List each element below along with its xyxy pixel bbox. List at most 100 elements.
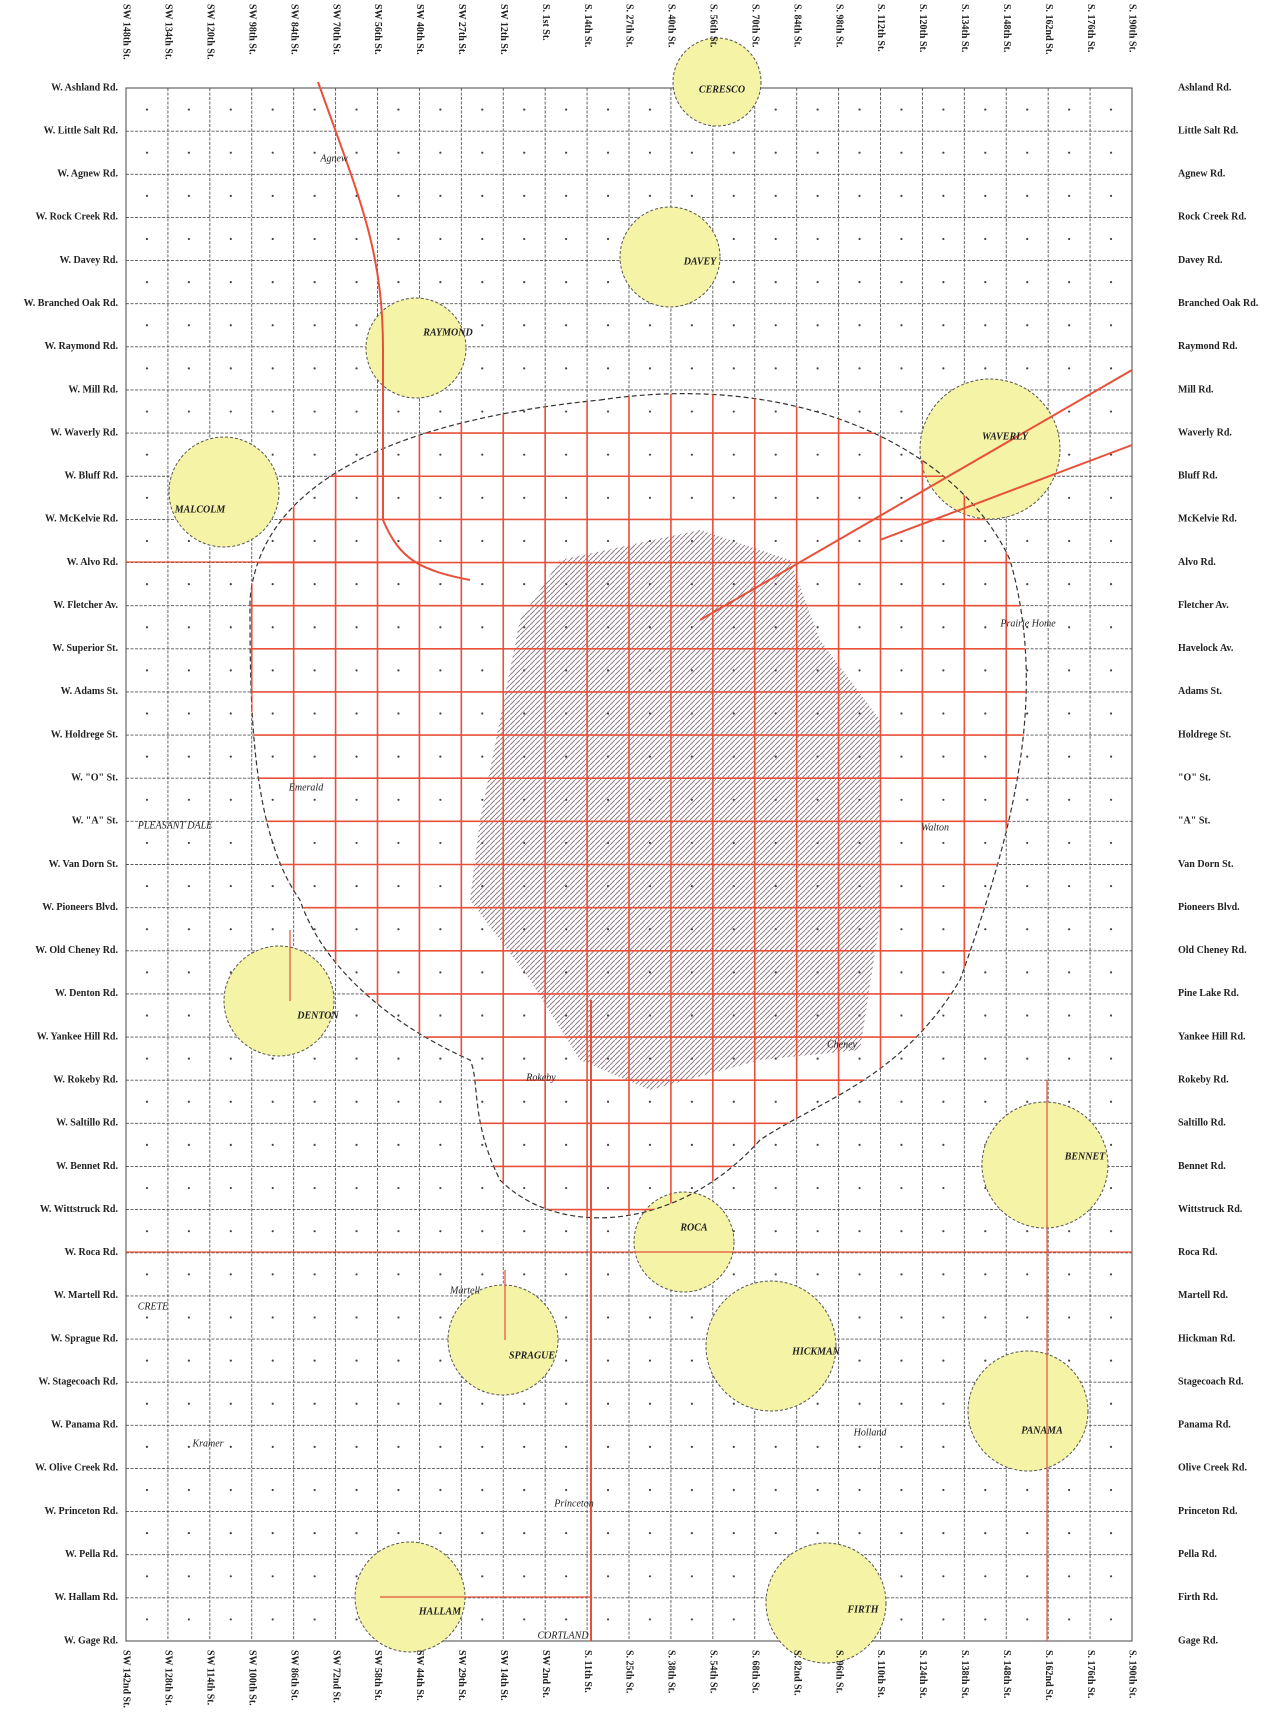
section-mark (900, 324, 902, 326)
road-label: Wittstruck Rd. (1178, 1204, 1243, 1215)
section-mark (565, 1273, 567, 1275)
section-mark (439, 971, 441, 973)
section-mark (230, 626, 232, 628)
section-mark (649, 324, 651, 326)
section-mark (314, 1532, 316, 1534)
section-mark (900, 842, 902, 844)
section-mark (230, 410, 232, 412)
section-mark (691, 1144, 693, 1146)
section-mark (649, 1144, 651, 1146)
road-label: Fletcher Av. (1178, 600, 1229, 611)
street-label: SW 86th St. (288, 1650, 299, 1701)
section-mark (942, 1058, 944, 1060)
section-mark (1026, 152, 1028, 154)
section-mark (900, 1618, 902, 1620)
section-mark (439, 712, 441, 714)
section-mark (146, 1359, 148, 1361)
section-mark (146, 1187, 148, 1189)
section-mark (942, 281, 944, 283)
section-mark (607, 195, 609, 197)
street-label: SW 98th St. (246, 4, 257, 55)
section-mark (146, 454, 148, 456)
section-mark (1110, 1359, 1112, 1361)
section-mark (314, 1187, 316, 1189)
section-mark (691, 1618, 693, 1620)
section-mark (230, 1058, 232, 1060)
section-mark (188, 971, 190, 973)
section-mark (1110, 540, 1112, 542)
section-mark (775, 1489, 777, 1491)
section-mark (355, 756, 357, 758)
section-mark (1110, 324, 1112, 326)
road-label: Holdrege St. (1178, 729, 1232, 740)
section-mark (858, 583, 860, 585)
section-mark (775, 1187, 777, 1189)
section-mark (439, 1489, 441, 1491)
section-mark (397, 540, 399, 542)
section-mark (1026, 1058, 1028, 1060)
section-mark (900, 885, 902, 887)
section-mark (900, 971, 902, 973)
section-mark (1068, 1058, 1070, 1060)
street-label: SW 70th St. (330, 4, 341, 55)
section-mark (272, 324, 274, 326)
section-mark (314, 756, 316, 758)
section-mark (272, 238, 274, 240)
section-mark (188, 108, 190, 110)
road-label: Gage Rd. (1178, 1635, 1219, 1646)
section-mark (397, 152, 399, 154)
section-mark (1110, 583, 1112, 585)
section-mark (858, 1316, 860, 1318)
road-label: W. Little Salt Rd. (44, 125, 119, 136)
section-mark (272, 1446, 274, 1448)
place-label: Cheney (827, 1039, 858, 1050)
section-mark (523, 540, 525, 542)
section-mark (146, 1144, 148, 1146)
section-mark (565, 108, 567, 110)
section-mark (355, 367, 357, 369)
section-mark (314, 712, 316, 714)
section-mark (1110, 885, 1112, 887)
section-mark (900, 1575, 902, 1577)
section-mark (942, 540, 944, 542)
section-mark (775, 540, 777, 542)
section-mark (272, 1403, 274, 1405)
section-mark (439, 1058, 441, 1060)
road-label: Pine Lake Rd. (1178, 988, 1239, 999)
street-label: S. 162nd St. (1043, 4, 1054, 55)
section-mark (942, 1359, 944, 1361)
section-mark (1026, 195, 1028, 197)
section-mark (900, 1230, 902, 1232)
street-label: SW 148th St. (121, 4, 132, 60)
section-mark (523, 367, 525, 369)
section-mark (481, 1575, 483, 1577)
section-mark (1068, 669, 1070, 671)
section-mark (523, 583, 525, 585)
section-mark (146, 1446, 148, 1448)
section-mark (817, 454, 819, 456)
road-label: Adams St. (1178, 686, 1222, 697)
section-mark (1026, 1575, 1028, 1577)
section-mark (481, 712, 483, 714)
section-mark (1068, 238, 1070, 240)
section-mark (314, 885, 316, 887)
section-mark (397, 410, 399, 412)
street-label: S. 38th St. (666, 1650, 677, 1694)
section-mark (942, 1187, 944, 1189)
road-label: W. Van Dorn St. (49, 859, 119, 870)
section-mark (1026, 1230, 1028, 1232)
section-mark (900, 1187, 902, 1189)
section-mark (481, 1489, 483, 1491)
section-mark (146, 1058, 148, 1060)
section-mark (146, 756, 148, 758)
section-mark (984, 842, 986, 844)
place-label: CRETE (138, 1301, 169, 1312)
section-mark (188, 799, 190, 801)
section-mark (817, 1403, 819, 1405)
section-mark (314, 281, 316, 283)
place-label: Rokeby (525, 1072, 556, 1083)
section-mark (691, 1575, 693, 1577)
section-mark (607, 1316, 609, 1318)
section-mark (481, 928, 483, 930)
street-label: S. 82nd St. (791, 1650, 802, 1696)
